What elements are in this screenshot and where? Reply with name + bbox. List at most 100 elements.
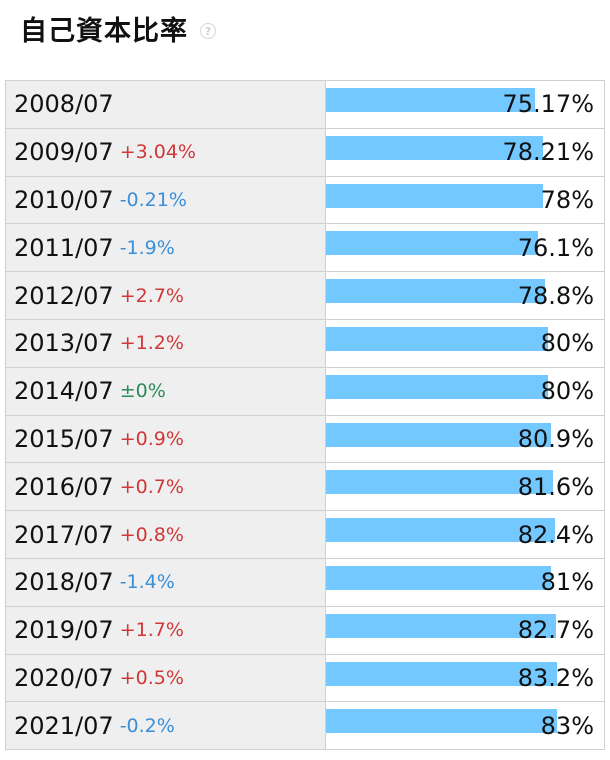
change-label: +0.8% — [119, 523, 184, 546]
year-label: 2012/07 — [14, 281, 114, 310]
year-label: 2020/07 — [14, 663, 114, 692]
year-cell: 2010/07 -0.21% — [6, 176, 326, 224]
value-label: 83% — [540, 711, 594, 740]
change-label: +0.7% — [119, 475, 184, 498]
value-bar — [326, 661, 558, 686]
table-row: 2017/07 +0.8% 82.4% — [6, 511, 604, 559]
year-cell: 2014/07 ±0% — [6, 367, 326, 415]
value-bar — [326, 613, 556, 638]
year-label: 2009/07 — [14, 138, 114, 167]
year-cell: 2013/07 +1.2% — [6, 319, 326, 367]
bar-cell: 76.1% — [326, 224, 604, 272]
table-row: 2015/07 +0.9% 80.9% — [6, 415, 604, 464]
year-cell: 2011/07 -1.9% — [6, 224, 326, 272]
change-label: +1.2% — [119, 332, 184, 355]
bar-cell: 82.4% — [326, 511, 604, 558]
value-bar — [326, 183, 543, 208]
value-bar — [326, 326, 549, 351]
change-label: +2.7% — [119, 284, 184, 307]
table-row: 2008/07 75.17% — [6, 81, 604, 129]
year-label: 2008/07 — [14, 90, 114, 119]
year-cell: 2019/07 +1.7% — [6, 606, 326, 654]
bar-cell: 78.8% — [326, 272, 604, 319]
year-label: 2010/07 — [14, 185, 114, 214]
year-label: 2013/07 — [14, 329, 114, 358]
value-label: 83.2% — [517, 663, 594, 692]
year-cell: 2012/07 +2.7% — [6, 272, 326, 319]
change-label: -0.2% — [119, 714, 175, 737]
table-row: 2012/07 +2.7% 78.8% — [6, 272, 604, 320]
value-bar — [326, 88, 535, 112]
value-label: 80.9% — [517, 424, 594, 453]
value-label: 78% — [540, 185, 594, 214]
table-row: 2010/07 -0.21% 78% — [6, 176, 604, 225]
change-label: ±0% — [119, 380, 166, 403]
equity-ratio-table: 2008/07 75.17% 2009/07 +3.04% 78.21% 2010/07-… — [5, 80, 605, 751]
year-label: 2017/07 — [14, 520, 114, 549]
year-cell: 2018/07 -1.4% — [6, 558, 326, 606]
bar-cell: 83.2% — [326, 654, 604, 702]
change-label: +0.9% — [119, 427, 184, 450]
value-label: 81% — [540, 568, 594, 597]
year-cell: 2015/07 +0.9% — [6, 415, 326, 463]
value-bar — [326, 422, 551, 447]
value-label: 80% — [540, 329, 594, 358]
help-circle-icon[interactable]: ? — [200, 23, 216, 39]
year-cell: 2021/07 -0.2% — [6, 702, 326, 750]
table-row: 2021/07 -0.2% 83% — [6, 702, 604, 751]
value-label: 82.7% — [517, 616, 594, 645]
change-label: +0.5% — [119, 666, 184, 689]
bar-cell: 81.6% — [326, 463, 604, 511]
year-cell: 2016/07 +0.7% — [6, 463, 326, 511]
change-label: +1.7% — [119, 619, 184, 642]
table-row: 2019/07 +1.7% 82.7% — [6, 606, 604, 655]
table-row: 2018/07 -1.4% 81% — [6, 558, 604, 607]
year-label: 2016/07 — [14, 472, 114, 501]
table-row: 2016/07 +0.7% 81.6% — [6, 463, 604, 512]
table-row: 2020/07 +0.5% 83.2% — [6, 654, 604, 703]
year-label: 2015/07 — [14, 424, 114, 453]
year-label: 2018/07 — [14, 568, 114, 597]
value-label: 78.8% — [517, 281, 594, 310]
value-bar — [326, 374, 549, 399]
year-label: 2021/07 — [14, 711, 114, 740]
year-cell: 2008/07 — [6, 81, 326, 128]
year-label: 2019/07 — [14, 616, 114, 645]
bar-cell: 78% — [326, 176, 604, 224]
page-title: 自己資本比率 — [20, 15, 188, 47]
value-label: 78.21% — [502, 138, 594, 167]
change-label: -1.4% — [119, 571, 175, 594]
bar-cell: 75.17% — [326, 81, 604, 128]
value-bar — [326, 279, 546, 304]
bar-cell: 80% — [326, 367, 604, 415]
value-bar — [326, 565, 552, 590]
bar-cell: 81% — [326, 558, 604, 606]
value-bar — [326, 135, 544, 160]
bar-cell: 80.9% — [326, 415, 604, 463]
year-cell: 2020/07 +0.5% — [6, 654, 326, 702]
year-label: 2014/07 — [14, 377, 114, 406]
bar-cell: 78.21% — [326, 128, 604, 176]
bar-cell: 83% — [326, 702, 604, 750]
table-row: 2009/07 +3.04% 78.21% — [6, 128, 604, 177]
value-bar — [326, 709, 557, 734]
year-label: 2011/07 — [14, 233, 114, 262]
value-bar — [326, 470, 553, 495]
bar-cell: 82.7% — [326, 606, 604, 654]
table-row: 2013/07 +1.2% 80% — [6, 319, 604, 368]
value-label: 75.17% — [502, 90, 594, 119]
value-bar — [326, 518, 556, 543]
year-cell: 2009/07 +3.04% — [6, 128, 326, 176]
change-label: +3.04% — [119, 141, 196, 164]
value-label: 76.1% — [517, 233, 594, 262]
value-label: 82.4% — [517, 520, 594, 549]
year-cell: 2017/07 +0.8% — [6, 511, 326, 558]
table-row: 2014/07 ±0% 80% — [6, 367, 604, 416]
value-bar — [326, 231, 538, 256]
value-label: 81.6% — [517, 472, 594, 501]
bar-cell: 80% — [326, 319, 604, 367]
change-label: -1.9% — [119, 236, 175, 259]
header: 自己資本比率 ? — [20, 8, 216, 48]
value-label: 80% — [540, 377, 594, 406]
table-row: 2011/07 -1.9% 76.1% — [6, 224, 604, 273]
